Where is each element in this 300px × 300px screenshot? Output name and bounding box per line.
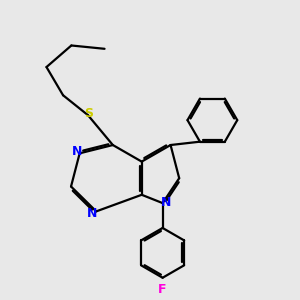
Text: N: N — [87, 206, 98, 220]
Text: F: F — [158, 283, 167, 296]
Text: S: S — [84, 107, 93, 120]
Text: N: N — [72, 145, 82, 158]
Text: N: N — [161, 196, 171, 209]
